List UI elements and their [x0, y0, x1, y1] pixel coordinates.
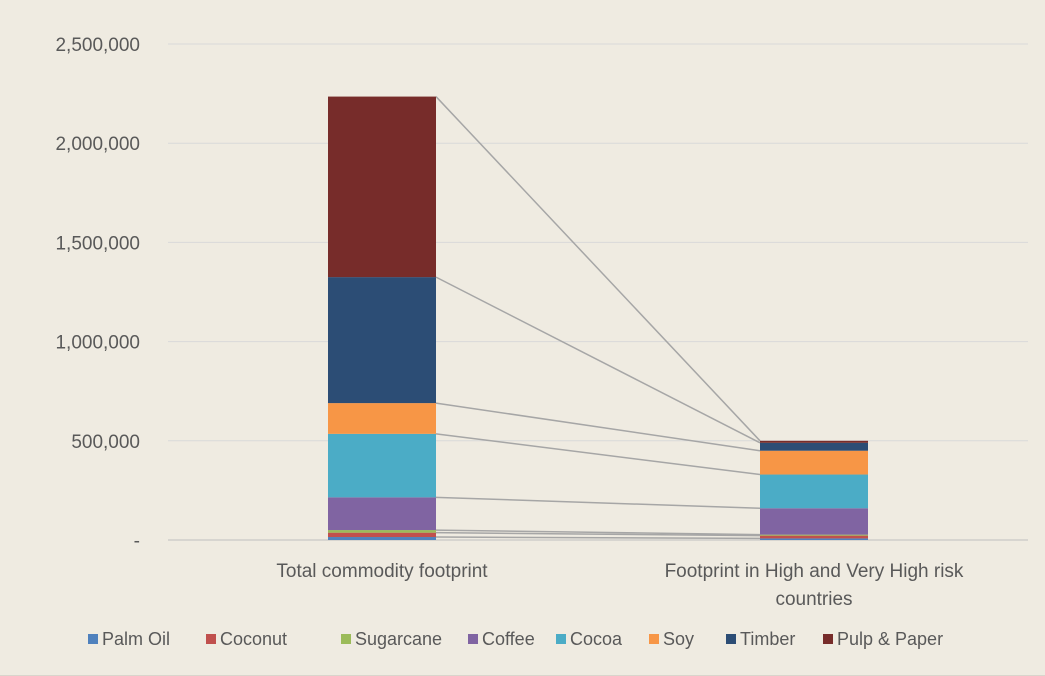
legend-label: Coffee — [482, 629, 535, 649]
bar-segment-cocoa — [328, 433, 436, 498]
legend-swatch — [341, 634, 351, 644]
bar-segment-sugarcane — [760, 534, 868, 536]
x-category-label: countries — [775, 589, 852, 610]
y-tick-label: 2,500,000 — [55, 35, 140, 56]
connector-line — [435, 96, 761, 442]
bar-segment-soy — [328, 403, 436, 434]
legend-swatch — [649, 634, 659, 644]
bar-segment-pulp-paper — [328, 96, 436, 278]
bar-segment-coconut — [760, 535, 868, 539]
bar-segment-soy — [760, 450, 868, 475]
bar-segment-coffee — [760, 508, 868, 535]
legend-label: Timber — [740, 629, 795, 649]
connector-line — [435, 536, 761, 540]
bar-segment-coffee — [328, 497, 436, 531]
bar-segment-palm-oil — [760, 538, 868, 540]
bar-segment-palm-oil — [328, 537, 436, 540]
legend-label: Sugarcane — [355, 629, 442, 649]
legend-label: Coconut — [220, 629, 287, 649]
legend-label: Palm Oil — [102, 629, 170, 649]
y-tick-label: 500,000 — [71, 432, 140, 453]
bars — [328, 96, 868, 540]
gridlines — [168, 43, 1028, 541]
legend: Palm Oil Coconut Sugarcane Coffee Cocoa Soy Ti… — [88, 629, 943, 649]
y-axis: - 500,000 1,000,000 1,500,000 2,000,000 2,500… — [55, 35, 140, 552]
connector-line — [435, 529, 761, 536]
legend-swatch — [88, 634, 98, 644]
y-tick-label: 2,000,000 — [55, 134, 140, 155]
connector-line — [435, 531, 761, 537]
bar-segment-sugarcane — [328, 530, 436, 533]
bar-segment-cocoa — [760, 474, 868, 509]
legend-swatch — [468, 634, 478, 644]
y-tick-label: - — [134, 531, 140, 552]
connector-line — [435, 402, 761, 452]
bar-segment-coconut — [328, 532, 436, 538]
bar-segment-timber — [760, 442, 868, 451]
legend-label: Pulp & Paper — [837, 629, 943, 649]
x-category-label: Footprint in High and Very High risk — [665, 561, 964, 582]
legend-label: Cocoa — [570, 629, 623, 649]
legend-label: Soy — [663, 629, 694, 649]
legend-swatch — [556, 634, 566, 644]
connector-line — [435, 276, 761, 444]
connector-line — [435, 496, 761, 510]
legend-swatch — [206, 634, 216, 644]
legend-swatch — [726, 634, 736, 644]
y-tick-label: 1,500,000 — [55, 233, 140, 254]
x-category-label: Total commodity footprint — [276, 561, 488, 582]
bar-segment-timber — [328, 277, 436, 404]
connector-lines — [435, 96, 761, 540]
legend-swatch — [823, 634, 833, 644]
connector-line — [435, 433, 761, 476]
x-axis: Total commodity footprint Footprint in Hi… — [276, 561, 964, 610]
bar-segment-pulp-paper — [760, 440, 868, 443]
y-tick-label: 1,000,000 — [55, 333, 140, 354]
